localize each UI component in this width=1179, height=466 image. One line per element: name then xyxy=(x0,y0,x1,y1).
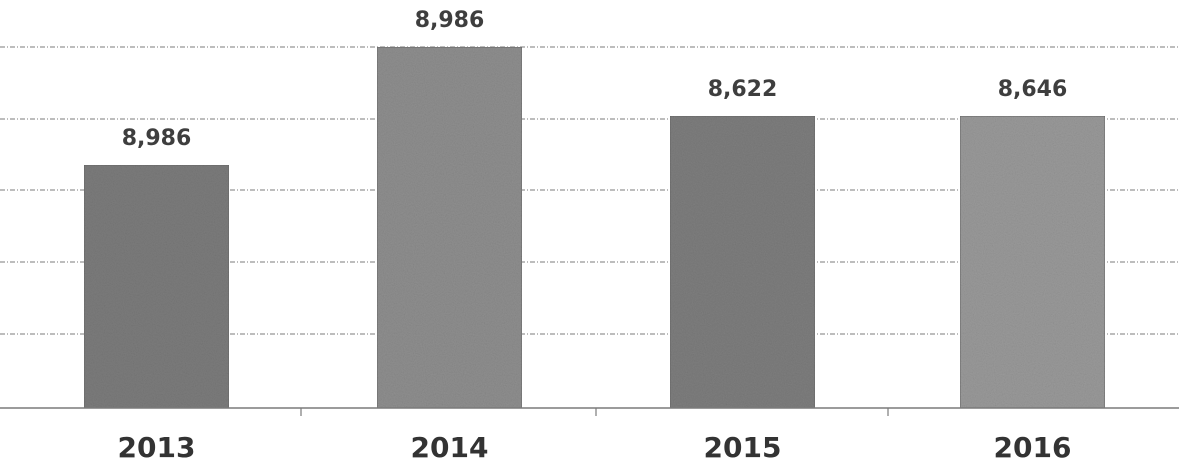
x-tick-label-2015: 2015 xyxy=(704,431,782,464)
data-label-2014: 8,986 xyxy=(415,8,485,33)
x-tick-label-2013: 2013 xyxy=(118,431,196,464)
data-label-2013: 8,986 xyxy=(122,126,192,151)
x-tick-label-2014: 2014 xyxy=(411,431,489,464)
bar-2014 xyxy=(376,46,523,409)
x-axis xyxy=(0,407,1179,416)
bar-2016 xyxy=(959,115,1106,409)
bar-2013 xyxy=(83,164,230,409)
data-label-2016: 8,646 xyxy=(998,77,1068,102)
data-label-2015: 8,622 xyxy=(708,77,778,102)
labels: 8,986 2013 8,986 2014 8,622 2015 8,646 2016 xyxy=(118,8,1072,464)
bars xyxy=(83,46,1106,409)
bar-2015 xyxy=(669,115,816,409)
x-tick-label-2016: 2016 xyxy=(994,431,1072,464)
